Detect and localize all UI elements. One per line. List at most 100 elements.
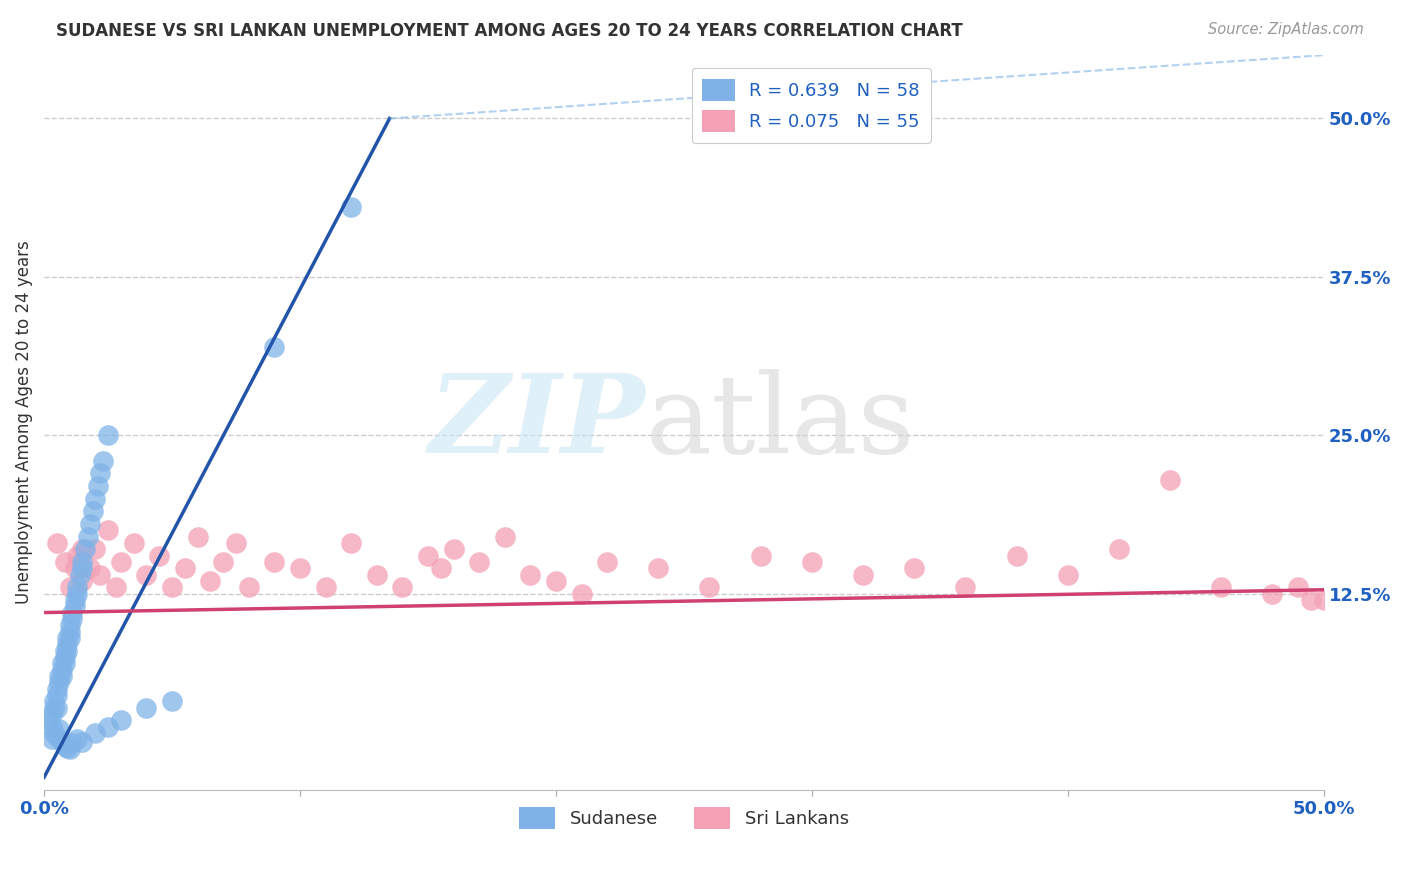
- Legend: Sudanese, Sri Lankans: Sudanese, Sri Lankans: [512, 799, 856, 836]
- Point: [84, 726, 107, 740]
- Point: [84, 491, 107, 506]
- Point: [468, 555, 491, 569]
- Point: [53, 657, 76, 671]
- Point: [72, 735, 94, 749]
- Point: [135, 700, 157, 714]
- Point: [56, 637, 79, 651]
- Point: [84, 542, 107, 557]
- Point: [97, 720, 120, 734]
- Point: [315, 580, 337, 594]
- Point: [63, 599, 86, 614]
- Point: [66, 549, 89, 563]
- Point: [51, 657, 73, 671]
- Point: [41, 706, 63, 721]
- Point: [45, 700, 67, 714]
- Point: [544, 574, 567, 588]
- Point: [1286, 580, 1309, 594]
- Point: [60, 736, 83, 750]
- Point: [56, 741, 79, 756]
- Point: [955, 580, 977, 594]
- Point: [72, 555, 94, 569]
- Point: [1312, 593, 1334, 607]
- Text: atlas: atlas: [645, 369, 915, 476]
- Point: [91, 453, 114, 467]
- Point: [41, 720, 63, 734]
- Point: [59, 580, 82, 594]
- Point: [173, 561, 195, 575]
- Point: [87, 479, 110, 493]
- Point: [48, 722, 70, 736]
- Point: [73, 542, 96, 557]
- Point: [1005, 549, 1028, 563]
- Point: [97, 428, 120, 442]
- Point: [79, 516, 101, 531]
- Point: [699, 580, 721, 594]
- Point: [41, 732, 63, 747]
- Point: [66, 732, 89, 747]
- Point: [51, 669, 73, 683]
- Point: [110, 713, 132, 727]
- Point: [212, 555, 235, 569]
- Point: [160, 694, 183, 708]
- Point: [51, 663, 73, 677]
- Text: Source: ZipAtlas.com: Source: ZipAtlas.com: [1208, 22, 1364, 37]
- Point: [429, 561, 451, 575]
- Point: [44, 700, 66, 714]
- Point: [56, 631, 79, 645]
- Point: [366, 567, 388, 582]
- Point: [48, 675, 70, 690]
- Point: [391, 580, 413, 594]
- Point: [416, 549, 439, 563]
- Point: [200, 574, 222, 588]
- Point: [79, 561, 101, 575]
- Point: [340, 200, 363, 214]
- Point: [903, 561, 925, 575]
- Point: [225, 536, 247, 550]
- Point: [89, 567, 111, 582]
- Text: ZIP: ZIP: [429, 368, 645, 476]
- Point: [59, 742, 82, 756]
- Point: [1211, 580, 1233, 594]
- Point: [45, 730, 67, 744]
- Point: [59, 618, 82, 632]
- Point: [340, 536, 363, 550]
- Point: [44, 726, 66, 740]
- Point: [44, 694, 66, 708]
- Point: [82, 504, 104, 518]
- Point: [59, 624, 82, 639]
- Point: [69, 567, 91, 582]
- Point: [1159, 473, 1181, 487]
- Point: [263, 555, 285, 569]
- Point: [89, 466, 111, 480]
- Point: [97, 523, 120, 537]
- Point: [571, 586, 593, 600]
- Point: [1299, 593, 1322, 607]
- Point: [852, 567, 875, 582]
- Point: [519, 567, 541, 582]
- Point: [110, 555, 132, 569]
- Point: [45, 688, 67, 702]
- Point: [494, 530, 516, 544]
- Point: [122, 536, 145, 550]
- Point: [160, 580, 183, 594]
- Point: [53, 649, 76, 664]
- Point: [104, 580, 127, 594]
- Point: [53, 555, 76, 569]
- Point: [1261, 586, 1284, 600]
- Text: SUDANESE VS SRI LANKAN UNEMPLOYMENT AMONG AGES 20 TO 24 YEARS CORRELATION CHART: SUDANESE VS SRI LANKAN UNEMPLOYMENT AMON…: [56, 22, 963, 40]
- Point: [72, 574, 94, 588]
- Point: [72, 542, 94, 557]
- Point: [53, 739, 76, 753]
- Point: [38, 713, 60, 727]
- Point: [238, 580, 260, 594]
- Y-axis label: Unemployment Among Ages 20 to 24 years: Unemployment Among Ages 20 to 24 years: [15, 241, 32, 605]
- Point: [443, 542, 465, 557]
- Point: [59, 631, 82, 645]
- Point: [63, 593, 86, 607]
- Point: [187, 530, 209, 544]
- Point: [63, 561, 86, 575]
- Point: [51, 735, 73, 749]
- Point: [800, 555, 823, 569]
- Point: [596, 555, 619, 569]
- Point: [288, 561, 311, 575]
